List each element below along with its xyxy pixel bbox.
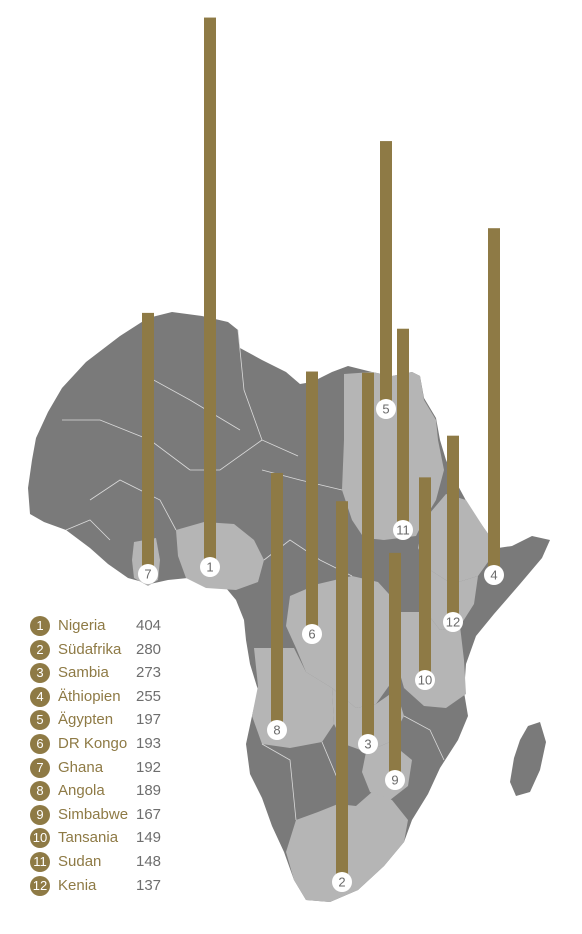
legend-value: 167 xyxy=(136,805,162,823)
legend-value: 193 xyxy=(136,734,162,752)
bar-ägypten xyxy=(380,141,392,409)
nigeria-shape xyxy=(176,522,264,590)
legend-row: 7 Ghana 192 xyxy=(30,756,180,780)
bar-marker-label: 3 xyxy=(364,737,371,752)
bar-marker-label: 5 xyxy=(382,402,389,417)
legend-country-name: Sudan xyxy=(58,852,102,870)
bar-kenia xyxy=(447,435,459,622)
legend-rank-badge: 4 xyxy=(30,686,50,707)
bar-marker-circle xyxy=(443,612,463,632)
bar-sambia xyxy=(362,372,374,744)
bar-marker-label: 9 xyxy=(391,773,398,788)
legend-row: 9 Simbabwe 167 xyxy=(30,803,180,827)
legend-country-name: Simbabwe xyxy=(58,805,129,823)
legend-country-name: Sambia xyxy=(58,664,109,682)
legend-rank-badge: 5 xyxy=(30,710,50,731)
bar-marker-circle xyxy=(376,399,396,419)
bar-dr-kongo xyxy=(306,371,318,634)
border-line xyxy=(190,439,263,471)
bar-marker-label: 10 xyxy=(418,673,432,688)
border-line xyxy=(149,377,241,431)
legend-row: 6 DR Kongo 193 xyxy=(30,732,180,756)
legend-row: 4 Äthiopien 255 xyxy=(30,685,180,709)
legend-value: 273 xyxy=(136,664,162,682)
legend-value: 148 xyxy=(136,852,162,870)
legend-country-name: Nigeria xyxy=(58,617,106,634)
bar-marker-label: 12 xyxy=(446,615,460,630)
legend-row: 3 Sambia 273 xyxy=(30,661,180,685)
bar-marker-label: 8 xyxy=(273,723,280,738)
bar-marker-label: 7 xyxy=(144,567,151,582)
legend-rank-badge: 6 xyxy=(30,733,50,754)
bar-marker-circle xyxy=(484,565,504,585)
bar-marker-circle xyxy=(415,670,435,690)
bar-marker-circle xyxy=(358,734,378,754)
madagascar-shape xyxy=(510,722,546,796)
legend-rank-badge: 9 xyxy=(30,804,50,825)
bar-marker-circle xyxy=(385,770,405,790)
border-line xyxy=(65,519,111,541)
border-line xyxy=(237,329,299,457)
legend-value: 197 xyxy=(136,711,162,729)
bar-äthiopien xyxy=(488,228,500,575)
bar-marker-label: 1 xyxy=(206,560,213,575)
bar-marker-circle xyxy=(393,520,413,540)
legend-country-name: Ägypten xyxy=(58,711,114,729)
legend-row: 10 Tansania 149 xyxy=(30,826,180,850)
legend-country-name: Ghana xyxy=(58,758,104,776)
legend-row: 12 Kenia 137 xyxy=(30,874,180,898)
legend-value: 404 xyxy=(136,617,162,634)
legend-value: 189 xyxy=(136,782,162,800)
border-line xyxy=(62,419,191,471)
border-line xyxy=(261,743,297,821)
bar-sudan xyxy=(397,328,409,530)
bar-marker-label: 4 xyxy=(490,568,497,583)
legend-country-name: Angola xyxy=(58,782,105,800)
legend-country-name: Südafrika xyxy=(58,640,122,658)
legend-country-name: Tansania xyxy=(58,829,119,847)
bar-südafrika xyxy=(336,501,348,882)
bar-nigeria xyxy=(204,17,216,568)
legend-row: 2 Südafrika 280 xyxy=(30,638,180,662)
legend-country-name: DR Kongo xyxy=(58,734,128,752)
bar-marker-label: 2 xyxy=(338,875,345,890)
legend-row: 5 Ägypten 197 xyxy=(30,708,180,732)
country-borders xyxy=(62,329,445,821)
border-line xyxy=(403,715,445,761)
bar-marker-circle xyxy=(332,872,352,892)
legend-value: 137 xyxy=(136,876,162,894)
legend-rank-badge: 10 xyxy=(30,828,50,849)
legend-value: 149 xyxy=(136,829,162,847)
bar-angola xyxy=(271,472,283,730)
legend-row: 1 Nigeria 404 xyxy=(30,614,180,638)
legend-row: 11 Sudan 148 xyxy=(30,850,180,874)
border-line xyxy=(89,479,177,531)
legend-rank-badge: 1 xyxy=(30,616,50,636)
bar-marker-circle xyxy=(302,624,322,644)
bar-marker-label: 6 xyxy=(308,627,315,642)
legend-rank-badge: 7 xyxy=(30,757,50,778)
bar-marker-circle xyxy=(200,557,220,577)
legend-rank-badge: 2 xyxy=(30,639,50,660)
bar-simbabwe xyxy=(389,552,401,780)
bar-marker-label: 11 xyxy=(396,523,410,538)
bar-ghana xyxy=(142,312,154,574)
bar-marker-circle xyxy=(138,564,158,584)
legend-value: 192 xyxy=(136,758,162,776)
legend-rank-badge: 12 xyxy=(30,875,50,896)
legend-rank-badge: 3 xyxy=(30,663,50,684)
legend: 1 Nigeria 404 2 Südafrika 280 3 Sambia 273 4 Äthio… xyxy=(30,614,180,897)
legend-rank-badge: 11 xyxy=(30,851,50,872)
legend-rank-badge: 8 xyxy=(30,781,50,802)
legend-row: 8 Angola 189 xyxy=(30,779,180,803)
legend-value: 280 xyxy=(136,640,162,658)
bar-tansania xyxy=(419,477,431,680)
legend-country-name: Kenia xyxy=(58,876,97,894)
legend-country-name: Äthiopien xyxy=(58,687,121,705)
legend-value: 255 xyxy=(136,687,162,705)
bar-marker-circle xyxy=(267,720,287,740)
